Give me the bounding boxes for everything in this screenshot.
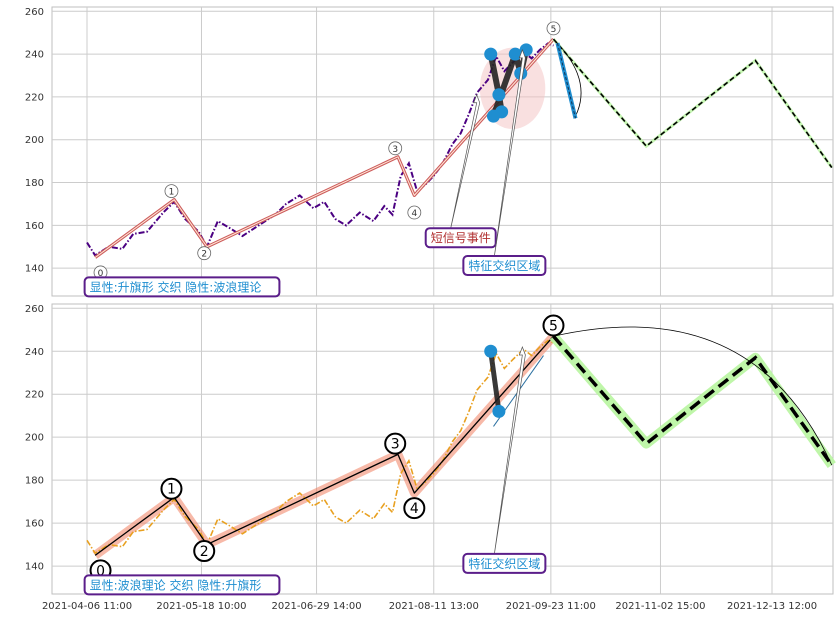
bottom-panel: 140 160 180 200 220 240 260 0 1 2 3 4 5 特征交织区域显性:波浪理论…	[25, 303, 836, 596]
signal-marker	[486, 109, 500, 123]
x-tick-label: 2021-12-13 12:00	[727, 601, 817, 612]
x-tick-label: 2021-05-18 10:00	[156, 601, 246, 612]
wave-label-circle	[403, 497, 426, 520]
top-panel: 140 160 180 200 220 240 260 0 1 2 3 4 5 短信号事件特征交织区域显性…	[25, 6, 834, 298]
wave-label: 3	[391, 437, 400, 453]
y-tick-label: 260	[25, 304, 44, 315]
signal-path	[488, 350, 502, 412]
wave-line-inner	[94, 38, 554, 258]
x-tick-label: 2021-08-11 13:00	[389, 601, 479, 612]
y-tick-label: 260	[25, 7, 44, 18]
projection-arc	[553, 38, 582, 117]
wave-label: 4	[410, 501, 419, 517]
annotation-arrow	[494, 345, 526, 554]
y-tick-label: 240	[25, 50, 44, 61]
signal-marker	[484, 344, 498, 358]
annotation-box	[424, 227, 497, 249]
wave-label-circle	[160, 477, 183, 500]
wave-label: 2	[201, 250, 207, 260]
wave-label-circle	[384, 432, 407, 455]
x-tick-label: 2021-04-06 11:00	[42, 601, 132, 612]
wave-label: 2	[200, 544, 209, 560]
forecast-line	[552, 38, 833, 169]
y-tick-label: 200	[25, 135, 44, 146]
x-tick-label: 2021-06-29 14:00	[271, 601, 361, 612]
y-tick-label: 140	[25, 264, 44, 275]
wave-label: 1	[167, 482, 176, 498]
annotation-arrow	[450, 93, 481, 229]
wave-label: 0	[98, 269, 104, 279]
forecast-line	[552, 335, 834, 467]
y-tick-label: 220	[25, 390, 44, 401]
annotation-text: 短信号事件	[431, 231, 491, 245]
signal-marker	[492, 404, 506, 418]
annotation-text: 显性:波浪理论 交织 隐性:升旗形	[90, 577, 262, 592]
projection-arc	[553, 326, 833, 466]
wave-label: 5	[549, 318, 558, 334]
y-tick-label: 180	[25, 178, 44, 189]
y-tick-label: 200	[25, 433, 44, 444]
x-tick-label: 2021-11-02 15:00	[615, 601, 705, 612]
annotation-box	[462, 552, 547, 574]
signal-marker	[492, 88, 506, 102]
wave-line	[94, 335, 554, 556]
wave-label-circle	[164, 184, 179, 199]
plot-area	[51, 303, 834, 595]
price-line	[86, 339, 554, 555]
x-axis: 2021-04-06 11:00 2021-05-18 10:00 2021-06-…	[42, 601, 817, 612]
annotation-box	[83, 276, 281, 298]
y-tick-label: 240	[25, 347, 44, 358]
y-tick-label: 220	[25, 92, 44, 103]
wave-label-circle	[542, 314, 565, 337]
wave-label-circle	[197, 246, 212, 261]
y-tick-label: 160	[25, 519, 44, 530]
annotation-arrow	[494, 48, 526, 257]
wave-label-circle	[388, 141, 403, 156]
annotation-text: 特征交织区域	[468, 556, 540, 571]
short-signal-dash	[556, 42, 576, 119]
wave-label-circle	[407, 205, 422, 220]
wave-label-circle	[546, 21, 561, 36]
wave-label: 4	[411, 209, 417, 219]
annotation-box	[83, 574, 281, 596]
price-line	[86, 42, 554, 257]
wave-label: 0	[96, 563, 105, 579]
plot-area	[51, 6, 834, 297]
annotation-text: 特征交织区域	[468, 258, 540, 273]
signal-marker	[484, 47, 498, 61]
signal-marker	[508, 47, 522, 61]
y-tick-label: 180	[25, 476, 44, 487]
wave-label-circle	[193, 540, 216, 563]
annotation-text: 显性:升旗形 交织 隐性:波浪理论	[90, 279, 262, 294]
y-tick-label: 160	[25, 221, 44, 232]
wave-label: 3	[392, 145, 398, 155]
x-tick-label: 2021-09-23 11:00	[506, 601, 596, 612]
wave-label: 1	[169, 188, 175, 198]
annotation-box	[462, 255, 547, 277]
wave-label: 5	[551, 25, 557, 35]
y-tick-label: 140	[25, 562, 44, 573]
